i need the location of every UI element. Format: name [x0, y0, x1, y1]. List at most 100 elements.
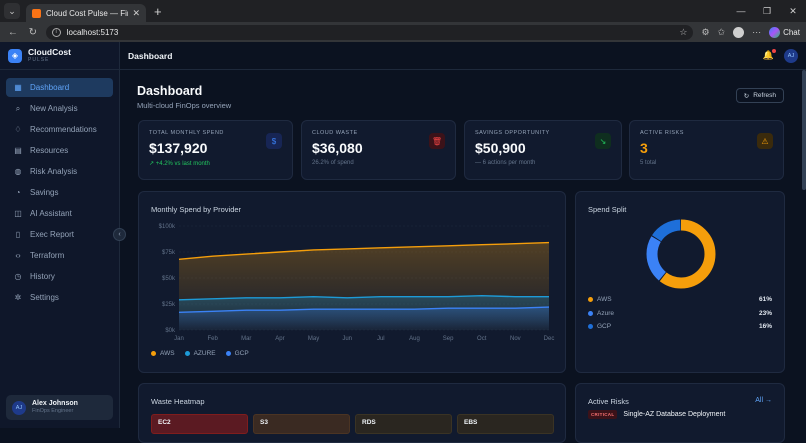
legend-dot: [151, 351, 156, 356]
x-tick-label: Mar: [241, 336, 251, 342]
sidebar-nav: ▦ Dashboard ⌕ New Analysis ♢ Recommendations ▤…: [0, 70, 119, 317]
topbar: Dashboard 🔔 AJ: [120, 42, 806, 70]
brand: ◈ CloudCost PULSE: [0, 42, 119, 70]
sidebar-item-savings[interactable]: ◔ Savings: [6, 183, 113, 202]
page-scrollbar[interactable]: [802, 70, 806, 190]
sidebar-item-label: Exec Report: [30, 230, 75, 239]
address-bar[interactable]: i localhost:5173 ☆: [45, 24, 694, 40]
warning-icon: ⚠: [757, 133, 773, 149]
kpi-value: 3: [640, 140, 648, 156]
kpi-value: $36,080: [312, 140, 363, 156]
user-card[interactable]: AJ Alex Johnson FinOps Engineer: [6, 395, 113, 420]
sidebar-item-label: AI Assistant: [30, 209, 72, 218]
split-legend-row: AWS 61%: [588, 296, 772, 303]
page-subtitle: Multi-cloud FinOps overview: [137, 101, 232, 110]
all-risks-link[interactable]: All →: [755, 397, 772, 404]
refresh-button[interactable]: ↻ Refresh: [735, 88, 784, 103]
window-controls: — ❐ ✕: [728, 0, 806, 22]
kpi-subtext: — 6 actions per month: [475, 160, 536, 166]
favorites-icon[interactable]: ✩: [717, 26, 726, 37]
sidebar-item-label: Dashboard: [30, 83, 70, 92]
x-tick-label: Dec: [544, 336, 555, 342]
sidebar-item-settings[interactable]: ✲ Settings: [6, 288, 113, 307]
sidebar-item-risk-analysis[interactable]: ◍ Risk Analysis: [6, 162, 113, 181]
x-tick-label: Oct: [477, 336, 487, 342]
active-risks-title: Active Risks: [588, 397, 629, 406]
profile-avatar[interactable]: [733, 26, 745, 38]
tab-list-button[interactable]: ⌄: [4, 3, 20, 19]
active-risks-panel: Active Risks All → CRITICAL Single-AZ Da…: [575, 383, 785, 443]
spend-chart-legend: AWS AZURE GCP: [151, 350, 249, 357]
sidebar-item-label: Savings: [30, 188, 59, 197]
more-menu-icon[interactable]: ⋯: [752, 26, 762, 37]
back-button[interactable]: ←: [7, 26, 18, 38]
reload-button[interactable]: ↻: [28, 26, 37, 38]
sidebar-item-recommendations[interactable]: ♢ Recommendations: [6, 120, 113, 139]
tab-close-icon[interactable]: ✕: [132, 7, 140, 18]
spend-split-title: Spend Split: [588, 205, 627, 214]
url-text: localhost:5173: [66, 27, 119, 37]
maximize-button[interactable]: ❐: [762, 5, 772, 16]
area-fill-gcp: [179, 307, 549, 330]
waste-heatmap-title: Waste Heatmap: [151, 397, 205, 406]
y-tick-label: $0k: [165, 328, 176, 334]
split-legend-value: 16%: [758, 323, 772, 330]
kpi-card: CLOUD WASTE $36,080 26.2% of spend 🗑: [301, 120, 456, 180]
collapse-sidebar-button[interactable]: ‹: [113, 228, 126, 241]
sidebar-item-dashboard[interactable]: ▦ Dashboard: [6, 78, 113, 97]
series-line-aws: [178, 241, 550, 260]
sidebar-item-ai-assistant[interactable]: ◫ AI Assistant: [6, 204, 113, 223]
legend-label: AWS: [160, 350, 175, 357]
kpi-subtext: 26.2% of spend: [312, 160, 354, 166]
x-tick-label: Nov: [510, 336, 521, 342]
sidebar-item-resources[interactable]: ▤ Resources: [6, 141, 113, 160]
split-legend-value: 61%: [758, 296, 772, 303]
risk-item-title: Single-AZ Database Deployment: [623, 411, 726, 418]
notifications-bell-icon[interactable]: 🔔: [762, 49, 776, 60]
split-legend-label: GCP: [597, 323, 612, 330]
tab-title: Cloud Cost Pulse — FinOps Dashb: [46, 8, 128, 18]
sidebar-item-history[interactable]: ◷ History: [6, 267, 113, 286]
sidebar-item-label: History: [30, 272, 55, 281]
x-tick-label: Jan: [174, 336, 184, 342]
kpi-label: SAVINGS OPPORTUNITY: [475, 130, 550, 136]
new-tab-button[interactable]: +: [154, 3, 162, 19]
sidebar-item-new-analysis[interactable]: ⌕ New Analysis: [6, 99, 113, 118]
chat-button[interactable]: Chat: [769, 26, 800, 38]
clock-icon: ◷: [14, 272, 22, 281]
sidebar-item-label: Recommendations: [30, 125, 97, 134]
topbar-avatar[interactable]: AJ: [784, 48, 798, 63]
risk-item[interactable]: CRITICAL Single-AZ Database Deployment: [588, 410, 725, 419]
search-icon: ⌕: [15, 103, 21, 113]
legend-label: GCP: [234, 350, 249, 357]
brand-logo-icon: ◈: [8, 48, 22, 63]
sidebar-item-label: Settings: [30, 293, 59, 302]
minimize-button[interactable]: —: [736, 6, 746, 16]
extensions-icon[interactable]: ⚙: [701, 26, 710, 37]
server-icon: ▤: [14, 146, 22, 155]
kpi-label: ACTIVE RISKS: [640, 130, 684, 136]
user-role: FinOps Engineer: [32, 408, 74, 414]
browser-tab[interactable]: Cloud Cost Pulse — FinOps Dashb ✕: [26, 4, 146, 22]
sidebar-item-terraform[interactable]: ‹› Terraform: [6, 246, 113, 265]
y-tick-label: $25k: [162, 302, 176, 308]
close-window-button[interactable]: ✕: [789, 5, 797, 16]
kpi-value: $137,920: [149, 140, 208, 156]
heatmap-cell[interactable]: RDS: [355, 414, 452, 434]
spend-chart-title: Monthly Spend by Provider: [151, 205, 242, 214]
donut-slice-azure: [646, 219, 716, 289]
favorite-star-icon[interactable]: ☆: [679, 26, 688, 37]
heatmap-cell[interactable]: S3: [253, 414, 350, 434]
sidebar-item-exec-report[interactable]: ▯ Exec Report: [6, 225, 113, 244]
toolbar-icons: ⚙ ✩ ⋯ Chat: [701, 26, 800, 38]
user-avatar: AJ: [12, 400, 26, 415]
site-info-icon[interactable]: i: [51, 27, 61, 37]
spend-split-panel: Spend Split AWS 61% Azure 23% GCP 16%: [575, 191, 785, 373]
legend-dot: [225, 351, 231, 356]
piggy-bank-icon: ◔: [15, 188, 21, 197]
split-legend-row: Azure 23%: [588, 310, 772, 317]
heatmap-cell[interactable]: EBS: [457, 414, 554, 434]
tab-favicon-icon: [32, 8, 41, 18]
heatmap-cell[interactable]: EC2: [151, 414, 248, 434]
browser-tab-bar: ⌄ Cloud Cost Pulse — FinOps Dashb ✕ + — …: [0, 0, 806, 22]
